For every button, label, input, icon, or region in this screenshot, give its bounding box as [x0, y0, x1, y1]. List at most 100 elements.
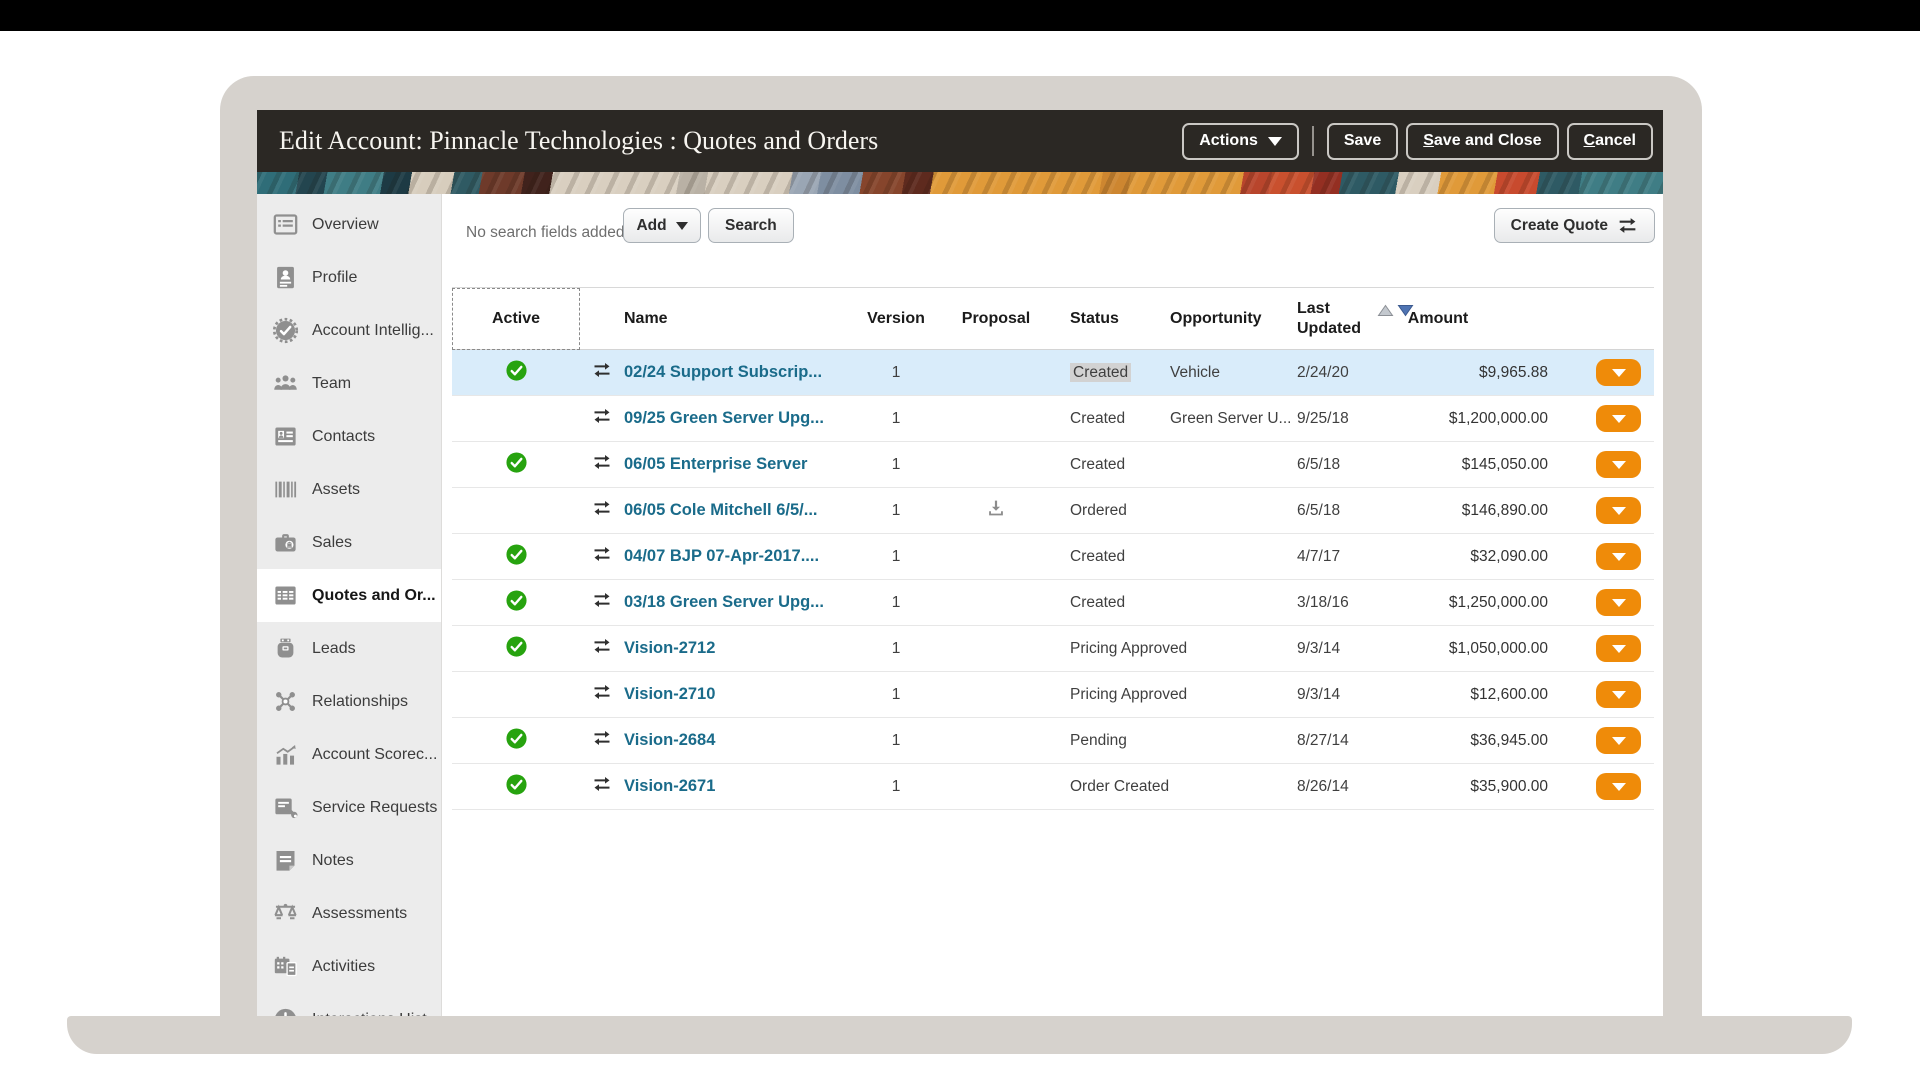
team-icon [272, 370, 299, 397]
leads-icon [272, 635, 299, 662]
cell-opportunity [1170, 488, 1294, 533]
row-actions-dropdown-button[interactable] [1596, 635, 1641, 662]
sidebar-item-profile[interactable]: Profile [257, 251, 441, 304]
cell-active [452, 350, 580, 395]
quote-name-link[interactable]: 06/05 Enterprise Server [624, 455, 808, 473]
cell-last-updated: 4/7/17 [1297, 548, 1341, 565]
sidebar-item-label: Overview [312, 215, 379, 233]
sidebar-item-notes[interactable]: Notes [257, 834, 441, 887]
active-check-icon [505, 635, 528, 663]
row-actions-dropdown-button[interactable] [1596, 405, 1641, 432]
compare-icon [592, 360, 612, 385]
row-actions-dropdown-button[interactable] [1596, 727, 1641, 754]
quote-name-link[interactable]: Vision-2712 [624, 639, 716, 657]
sidebar-item-activities[interactable]: Activities [257, 940, 441, 993]
cell-active [452, 718, 580, 763]
column-header-proposal[interactable]: Proposal [961, 309, 1031, 327]
table-row[interactable]: Vision-2684 1 Pending 8/27/14 $36,945.00 [452, 718, 1654, 764]
sort-ascending-button[interactable] [1377, 304, 1394, 317]
chevron-down-icon [1611, 506, 1626, 515]
create-quote-button[interactable]: Create Quote [1493, 208, 1655, 243]
add-search-field-button[interactable]: Add [623, 208, 701, 243]
sort-descending-button[interactable] [1397, 304, 1414, 317]
cell-compare [580, 350, 624, 395]
top-letterbox [0, 0, 1920, 31]
quote-name-link[interactable]: 02/24 Support Subscrip... [624, 363, 823, 381]
quote-name-link[interactable]: 06/05 Cole Mitchell 6/5/... [624, 501, 818, 519]
add-label: Add [636, 216, 667, 234]
row-actions-dropdown-button[interactable] [1596, 681, 1641, 708]
cell-row-actions [1554, 488, 1654, 533]
sidebar-item-service-requests[interactable]: Service Requests [257, 781, 441, 834]
row-actions-dropdown-button[interactable] [1596, 359, 1641, 386]
table-row[interactable]: Vision-2671 1 Order Created 8/26/14 $35,… [452, 764, 1654, 810]
sidebar-item-account-scorec[interactable]: Account Scorec... [257, 728, 441, 781]
cell-proposal [940, 672, 1052, 717]
status-text: Pricing Approved [1070, 686, 1188, 703]
sidebar-item-overview[interactable]: Overview [257, 198, 441, 251]
table-header: Active Name Version Proposal Status Oppo… [452, 287, 1654, 350]
sidebar-item-sales[interactable]: Sales [257, 516, 441, 569]
cancel-button[interactable]: Cancel [1566, 122, 1653, 160]
column-header-name[interactable]: Name [624, 309, 668, 327]
row-actions-dropdown-button[interactable] [1596, 589, 1641, 616]
sidebar-item-relationships[interactable]: Relationships [257, 675, 441, 728]
cell-active [452, 626, 580, 671]
cell-compare [580, 488, 624, 533]
cell-proposal [940, 764, 1052, 809]
column-header-amount[interactable]: Amount [1407, 309, 1469, 327]
cell-opportunity [1170, 672, 1294, 717]
table-row[interactable]: 06/05 Cole Mitchell 6/5/... 1 Ordered 6/… [452, 488, 1654, 534]
quote-name-link[interactable]: Vision-2671 [624, 777, 716, 795]
compare-icon [592, 498, 612, 523]
sidebar-item-label: Assets [312, 480, 361, 498]
cell-opportunity [1170, 534, 1294, 579]
row-actions-dropdown-button[interactable] [1596, 773, 1641, 800]
column-header-opportunity[interactable]: Opportunity [1170, 309, 1262, 327]
column-header-version[interactable]: Version [867, 309, 925, 327]
quote-name-link[interactable]: 09/25 Green Server Upg... [624, 409, 824, 427]
table-row[interactable]: 02/24 Support Subscrip... 1 Created Vehi… [452, 350, 1654, 396]
row-actions-dropdown-button[interactable] [1596, 497, 1641, 524]
cell-compare [580, 396, 624, 441]
sidebar-item-contacts[interactable]: Contacts [257, 410, 441, 463]
quote-name-link[interactable]: Vision-2710 [624, 685, 716, 703]
cell-row-actions [1554, 396, 1654, 441]
sidebar-item-leads[interactable]: Leads [257, 622, 441, 675]
table-row[interactable]: 06/05 Enterprise Server 1 Created 6/5/18… [452, 442, 1654, 488]
account-scorecard-icon [272, 741, 299, 768]
table-row[interactable]: 04/07 BJP 07-Apr-2017.... 1 Created 4/7/… [452, 534, 1654, 580]
status-text: Pricing Approved [1070, 640, 1188, 657]
quote-name-link[interactable]: 04/07 BJP 07-Apr-2017.... [624, 547, 820, 565]
sidebar-item-assessments[interactable]: Assessments [257, 887, 441, 940]
row-actions-dropdown-button[interactable] [1596, 543, 1641, 570]
search-button[interactable]: Search [708, 208, 794, 243]
save-button[interactable]: Save [1326, 122, 1399, 160]
cell-row-actions [1554, 534, 1654, 579]
cell-name: Vision-2671 [624, 764, 850, 809]
download-proposal-icon[interactable] [985, 497, 1007, 524]
sidebar-item-interactions-hist[interactable]: Interactions Hist... [257, 993, 441, 1016]
actions-menu-button[interactable]: Actions [1182, 122, 1299, 160]
save-and-close-button[interactable]: Save and Close [1406, 122, 1559, 160]
sidebar-item-assets[interactable]: Assets [257, 463, 441, 516]
column-header-last-updated[interactable]: Last Updated [1297, 299, 1361, 337]
compare-icon [592, 406, 612, 431]
chevron-down-icon [1611, 598, 1626, 607]
table-row[interactable]: Vision-2712 1 Pricing Approved 9/3/14 $1… [452, 626, 1654, 672]
table-row[interactable]: 03/18 Green Server Upg... 1 Created 3/18… [452, 580, 1654, 626]
quotes-orders-icon [272, 582, 299, 609]
row-actions-dropdown-button[interactable] [1596, 451, 1641, 478]
table-row[interactable]: 09/25 Green Server Upg... 1 Created Gree… [452, 396, 1654, 442]
quote-name-link[interactable]: 03/18 Green Server Upg... [624, 593, 824, 611]
sidebar-item-account-intellig[interactable]: Account Intellig... [257, 304, 441, 357]
column-header-status[interactable]: Status [1070, 309, 1119, 327]
sidebar-item-label: Activities [312, 957, 376, 975]
sidebar-item-quotes-and-or[interactable]: Quotes and Or... [257, 569, 441, 622]
quote-name-link[interactable]: Vision-2684 [624, 731, 716, 749]
table-row[interactable]: Vision-2710 1 Pricing Approved 9/3/14 $1… [452, 672, 1654, 718]
column-header-active[interactable]: Active [452, 288, 580, 350]
sidebar-item-team[interactable]: Team [257, 357, 441, 410]
cell-opportunity [1170, 580, 1294, 625]
cell-last-updated: 9/3/14 [1297, 686, 1341, 703]
